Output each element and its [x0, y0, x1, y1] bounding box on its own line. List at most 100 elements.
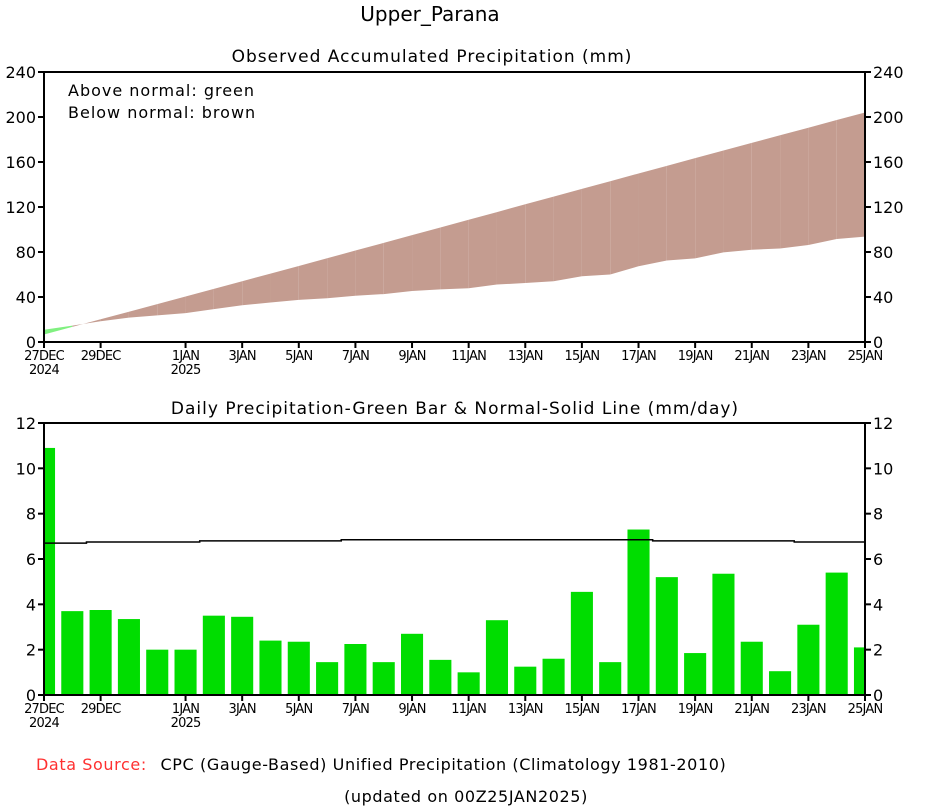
- daily-bar-17JAN: [627, 529, 650, 695]
- top-xtick-label: 13JAN: [508, 349, 543, 364]
- top-xtick-label: 5JAN: [285, 349, 312, 364]
- bottom-ytick-label-right: 2: [873, 641, 883, 660]
- daily-bar-22JAN: [769, 671, 792, 695]
- below-normal-area: [780, 127, 809, 249]
- footer-source: Data Source: CPC (Gauge-Based) Unified P…: [36, 755, 726, 774]
- daily-bar-10JAN: [429, 659, 452, 695]
- daily-bar-1JAN: [174, 649, 197, 695]
- top-xtick-label: 3JAN: [229, 349, 256, 364]
- daily-bar-31DEC: [146, 649, 169, 695]
- bottom-xtick-label: 23JAN: [791, 702, 826, 717]
- top-ytick-label-left: 80: [16, 243, 36, 262]
- below-normal-area: [496, 204, 526, 285]
- top-xtick-label: 15JAN: [565, 349, 600, 364]
- bottom-ytick-label-right: 10: [873, 459, 893, 478]
- top-ytick-label-right: 40: [873, 288, 893, 307]
- below-normal-area: [553, 188, 582, 282]
- top-xtick-label: 1JAN: [172, 349, 199, 364]
- daily-bar-13JAN: [514, 666, 537, 695]
- daily-bar-8JAN: [372, 662, 395, 695]
- daily-bar-14JAN: [542, 658, 565, 695]
- bottom-ytick-label-left: 10: [16, 459, 36, 478]
- daily-bar-28DEC: [61, 611, 84, 695]
- top-xtick-label: 23JAN: [791, 349, 826, 364]
- daily-bar-21JAN: [740, 641, 763, 695]
- below-normal-area: [468, 212, 497, 289]
- below-normal-area: [327, 250, 356, 299]
- bottom-xtick-year: 2024: [29, 716, 59, 731]
- top-xtick-label: 27DEC: [24, 349, 65, 364]
- top-ytick-label-right: 240: [873, 63, 904, 82]
- daily-bar-5JAN: [287, 641, 310, 695]
- bottom-ytick-label-left: 8: [26, 505, 36, 524]
- top-ytick-label-left: 40: [16, 288, 36, 307]
- below-normal-area: [836, 112, 865, 239]
- daily-bar-7JAN: [344, 644, 367, 695]
- daily-bar-2JAN: [202, 615, 225, 695]
- below-normal-area: [185, 288, 214, 314]
- bottom-ytick-label-right: 12: [873, 414, 893, 433]
- bottom-xtick-label: 17JAN: [621, 702, 656, 717]
- below-normal-area: [581, 181, 611, 277]
- top-xtick-label: 17JAN: [621, 349, 656, 364]
- bottom-xtick-label: 5JAN: [285, 702, 312, 717]
- main-title: Upper_Parana: [360, 2, 499, 26]
- below-normal-area: [723, 142, 752, 253]
- daily-bar-15JAN: [570, 591, 593, 695]
- top-panel-title: Observed Accumulated Precipitation (mm): [232, 47, 633, 67]
- below-normal-area: [72, 319, 101, 327]
- daily-bar-12JAN: [485, 620, 509, 695]
- normal-line: [44, 538, 865, 544]
- legend-below: Below normal: brown: [68, 103, 256, 122]
- daily-bar-16JAN: [599, 662, 622, 695]
- bottom-ytick-label-left: 4: [26, 595, 36, 614]
- below-normal-area: [242, 273, 271, 306]
- top-xtick-year: 2025: [171, 363, 201, 378]
- bottom-xtick-label: 27DEC: [24, 702, 65, 717]
- daily-bar-24JAN: [825, 572, 848, 695]
- daily-bar-4JAN: [259, 640, 282, 695]
- bottom-xtick-label: 13JAN: [508, 702, 543, 717]
- bottom-ytick-label-left: 0: [26, 686, 36, 705]
- bottom-ytick-label-left: 12: [16, 414, 36, 433]
- top-ytick-label-left: 120: [5, 198, 36, 217]
- below-normal-area: [695, 150, 724, 259]
- bottom-xtick-label: 7JAN: [342, 702, 369, 717]
- bottom-xtick-label: 3JAN: [229, 702, 256, 717]
- source-text: CPC (Gauge-Based) Unified Precipitation …: [161, 755, 727, 774]
- daily-bar-20JAN: [712, 573, 735, 695]
- top-xtick-label: 9JAN: [398, 349, 425, 364]
- bottom-xtick-label: 21JAN: [734, 702, 769, 717]
- footer-updated: (updated on 00Z25JAN2025): [344, 787, 588, 806]
- bottom-xtick-label: 9JAN: [398, 702, 425, 717]
- top-ytick-label-left: 200: [5, 108, 36, 127]
- daily-bar-30DEC: [117, 619, 140, 695]
- daily-bar-29DEC: [89, 610, 112, 695]
- below-normal-area: [270, 265, 299, 303]
- bottom-ytick-label-right: 0: [873, 686, 883, 705]
- below-normal-area: [157, 296, 186, 316]
- below-normal-area: [128, 304, 158, 318]
- daily-bar-25JAN: [853, 647, 865, 695]
- top-xtick-label: 21JAN: [734, 349, 769, 364]
- source-label: Data Source:: [36, 755, 147, 774]
- daily-bar-3JAN: [231, 616, 254, 695]
- below-normal-area: [412, 227, 441, 292]
- below-normal-area: [100, 311, 129, 322]
- below-normal-area: [638, 165, 667, 267]
- daily-bar-27DEC: [44, 447, 56, 695]
- below-normal-area: [808, 120, 837, 246]
- daily-bar-6JAN: [316, 662, 339, 695]
- top-xtick-label: 11JAN: [451, 349, 486, 364]
- legend-above: Above normal: green: [68, 81, 255, 100]
- top-xtick-label: 19JAN: [678, 349, 713, 364]
- below-normal-area: [525, 196, 554, 284]
- top-ytick-label-right: 0: [873, 333, 883, 352]
- below-normal-area: [355, 242, 384, 296]
- bottom-ytick-label-right: 4: [873, 595, 883, 614]
- bottom-ytick-label-right: 8: [873, 505, 883, 524]
- top-xtick-year: 2024: [29, 363, 59, 378]
- bottom-xtick-year: 2025: [171, 716, 201, 731]
- top-ytick-label-right: 80: [873, 243, 893, 262]
